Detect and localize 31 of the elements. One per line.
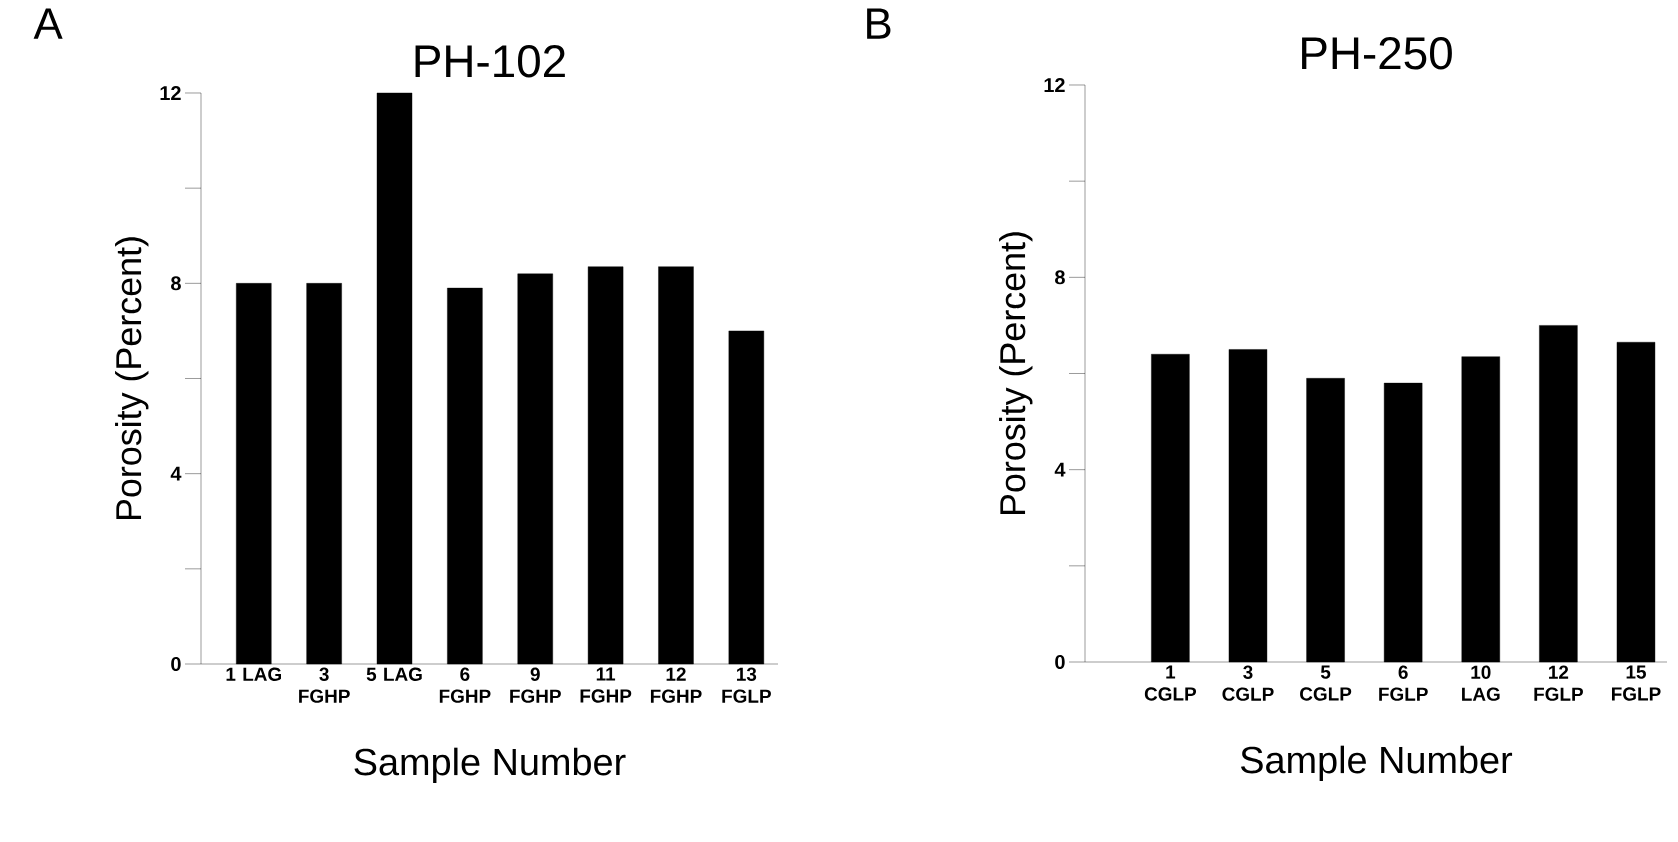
y-tick-label: 0	[171, 656, 181, 672]
x-tick-label: 10 LAG	[1462, 665, 1500, 701]
y-axis-title: Porosity (Percent)	[999, 232, 1033, 515]
y-tick-label: 4	[170, 466, 182, 481]
x-tick-label: 1 LAG	[226, 667, 281, 681]
y-tick-label: 8	[171, 276, 181, 291]
text: B	[867, 8, 891, 39]
x-tick-label: 11 FGHP	[580, 667, 632, 703]
x-tick-label: 12 FGLP	[1534, 665, 1583, 701]
x-tick-label: 1 CGLP	[1144, 665, 1197, 701]
chart-title: PH-250	[1302, 37, 1452, 70]
x-axis-title: Sample Number	[354, 747, 626, 783]
x-tick-label: 13 FGLP	[722, 667, 771, 703]
y-tick-label: 0	[1055, 654, 1065, 670]
text: A	[33, 8, 63, 39]
chart-title: PH-102	[415, 45, 565, 78]
y-tick-label: 12	[1044, 78, 1065, 92]
x-tick-label: 6 FGLP	[1379, 665, 1428, 701]
y-axis-title: Porosity (Percent)	[115, 237, 149, 520]
y-tick-label: 4	[1054, 462, 1066, 477]
x-tick-label: 3 FGHP	[299, 667, 350, 703]
x-tick-label: 5 CGLP	[1300, 665, 1352, 701]
x-tick-label: 3 CGLP	[1222, 665, 1274, 701]
x-tick-label: 12 FGHP	[650, 667, 702, 703]
x-axis-title: Sample Number	[1240, 745, 1513, 781]
y-tick-label: 8	[1055, 270, 1065, 285]
x-tick-label: 5 LAG	[366, 667, 422, 681]
x-tick-label: 9 FGHP	[510, 667, 561, 703]
x-tick-label: 15 FGLP	[1612, 665, 1661, 701]
y-tick-label: 12	[160, 86, 181, 100]
x-tick-label: 6 FGHP	[439, 667, 491, 703]
